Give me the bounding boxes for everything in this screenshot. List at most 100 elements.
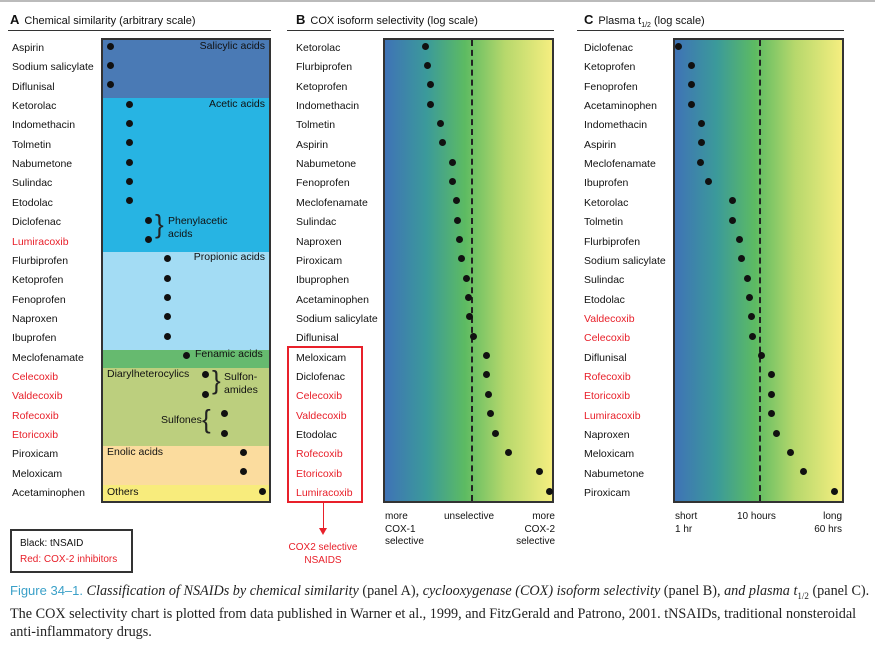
data-dot — [182, 352, 190, 360]
drug-label: Flurbiprofen — [12, 254, 69, 267]
data-dot — [688, 61, 696, 69]
drug-label: Piroxicam — [584, 487, 631, 500]
reference-dashed-line — [759, 40, 761, 501]
data-dot — [239, 448, 247, 456]
data-dot — [125, 158, 133, 166]
data-dot — [239, 468, 247, 476]
data-dot — [466, 313, 474, 321]
drug-label: Meloxicam — [584, 448, 635, 461]
drug-label: Celecoxib — [584, 332, 631, 345]
color-legend: Black: tNSAID Red: COX-2 inhibitors — [10, 529, 133, 573]
drug-label: Aspirin — [12, 42, 45, 54]
drug-label: Valdecoxib — [296, 409, 347, 422]
drug-label: Meclofenamate — [584, 158, 656, 171]
data-dot — [535, 468, 543, 476]
drug-label: Sodium salicylate — [296, 312, 378, 325]
data-dot — [768, 390, 776, 398]
drug-label: Celecoxib — [12, 370, 59, 383]
data-dot — [737, 255, 745, 263]
drug-label: Aspirin — [584, 138, 617, 151]
drug-label: Tolmetin — [296, 119, 336, 132]
drug-label: Diclofenac — [296, 370, 346, 383]
group-label: Sulfones — [161, 414, 202, 426]
data-dot — [705, 177, 713, 185]
data-dot — [746, 294, 753, 302]
data-dot — [449, 158, 457, 166]
data-dot — [106, 81, 114, 89]
caption-text: and plasma t — [724, 583, 798, 599]
caption-text: Classification of NSAIDs by chemical sim… — [86, 583, 359, 599]
drug-label: Flurbiprofen — [584, 235, 641, 248]
data-dot — [744, 274, 752, 282]
data-dot — [747, 313, 755, 321]
drug-label: Naproxen — [584, 429, 630, 441]
data-dot — [163, 294, 171, 302]
panel-c-title: C Plasma t1/2 (log scale) — [584, 12, 705, 30]
caption-text: cyclooxygenase (COX) isoform selectivity — [422, 583, 661, 599]
drug-label: Ketoprofen — [584, 61, 636, 74]
data-dot — [768, 371, 776, 379]
group-label: Sulfon-amides — [224, 371, 258, 396]
brace-icon: { — [202, 404, 211, 434]
drug-label: Ketoprofen — [296, 80, 348, 93]
group-label: Others — [107, 486, 139, 498]
drug-label: Tolmetin — [584, 216, 624, 229]
data-dot — [800, 468, 808, 476]
cox2-selective-highlight-box — [287, 346, 363, 503]
drug-label: Naproxen — [296, 235, 342, 248]
drug-label: Sodium salicylate — [584, 254, 666, 267]
drug-label: Meloxicam — [296, 351, 347, 364]
data-dot — [698, 119, 706, 127]
data-dot — [462, 274, 470, 282]
data-dot — [773, 429, 781, 437]
reference-dashed-line — [470, 40, 473, 501]
data-dot — [674, 42, 682, 50]
data-dot — [437, 119, 445, 127]
panel-b-axis-left: more COX-1 selective — [385, 511, 424, 547]
drug-label: Ketorolac — [584, 196, 629, 209]
drug-label: Diflunisal — [296, 332, 339, 345]
drug-label: Etoricoxib — [12, 429, 59, 441]
drug-label: Etoricoxib — [584, 390, 631, 403]
drug-label: Sulindac — [296, 216, 337, 229]
data-dot — [106, 42, 114, 50]
drug-label: Ibuprophen — [296, 274, 350, 287]
data-dot — [452, 197, 460, 205]
group-band — [103, 252, 269, 350]
group-label: Phenylacetic acids — [168, 215, 228, 240]
drug-label: Indomethacin — [584, 119, 648, 132]
data-dot — [163, 332, 171, 340]
drug-label: Indomethacin — [296, 100, 360, 113]
data-dot — [757, 352, 765, 360]
drug-label: Naproxen — [12, 312, 58, 325]
legend-black: Black: tNSAID — [20, 538, 84, 549]
drug-label: Etodolac — [584, 293, 625, 306]
drug-label: Nabumetone — [296, 158, 357, 171]
data-dot — [456, 236, 463, 243]
drug-label: Valdecoxib — [12, 390, 63, 403]
drug-label: Meclofenamate — [296, 196, 368, 209]
panel-a-rule — [8, 30, 271, 31]
cox2-arrow — [323, 503, 324, 529]
data-dot — [735, 236, 743, 243]
data-dot — [163, 274, 171, 282]
data-dot — [125, 177, 133, 185]
group-label: Propionic acids — [193, 251, 265, 263]
data-dot — [422, 42, 429, 50]
drug-label: Ibuprofen — [584, 177, 629, 190]
drug-label: Diflunisal — [584, 351, 627, 364]
drug-label: Fenoprofen — [584, 80, 638, 93]
data-dot — [546, 487, 554, 495]
panel-b-rule — [287, 30, 554, 31]
group-band — [103, 40, 269, 98]
drug-label: Sodium salicylate — [12, 61, 94, 74]
group-label: Enolic acids — [107, 446, 164, 458]
data-dot — [749, 332, 757, 340]
data-dot — [786, 448, 794, 456]
drug-label: Flurbiprofen — [296, 61, 353, 74]
cox2-arrowhead-icon — [319, 528, 327, 535]
drug-label: Aspirin — [296, 138, 329, 151]
group-label: Diarylheterocylics — [107, 368, 190, 380]
group-label: Salicylic acids — [199, 40, 265, 52]
